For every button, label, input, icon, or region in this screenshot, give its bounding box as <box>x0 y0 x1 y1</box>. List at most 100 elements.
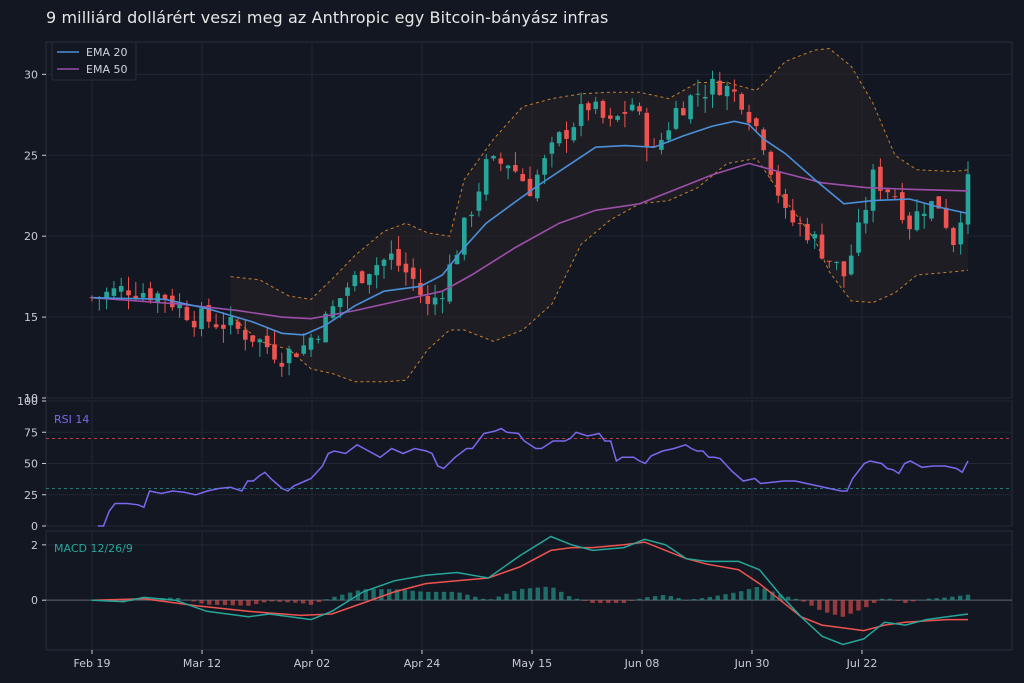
macd-histogram-bar <box>613 600 619 603</box>
x-tick-label: Apr 02 <box>294 657 331 670</box>
macd-histogram-bar <box>512 590 517 601</box>
macd-histogram-bar <box>809 600 814 606</box>
candle-body <box>447 264 452 302</box>
candle-body <box>739 94 744 110</box>
candle-body <box>900 192 905 220</box>
candle-body <box>856 222 861 253</box>
candle-body <box>666 130 671 140</box>
candle-body <box>191 320 197 328</box>
candle-body <box>556 132 562 144</box>
candle-body <box>264 335 270 348</box>
macd-histogram-bar <box>762 588 767 601</box>
bollinger-upper <box>230 47 969 300</box>
macd-histogram-bar <box>566 596 572 601</box>
candle-body <box>885 189 890 193</box>
macd-histogram-bar <box>191 600 196 602</box>
candle-body <box>819 234 825 259</box>
candle-body <box>549 142 555 154</box>
candle-body <box>352 274 358 287</box>
macd-histogram-bar <box>871 600 877 603</box>
candle-body <box>637 106 642 112</box>
y-tick-label: 100 <box>17 395 38 408</box>
macd-histogram-bar <box>707 596 713 601</box>
bollinger-band-fill <box>230 48 968 382</box>
macd-histogram-bar <box>168 597 173 601</box>
macd-histogram-bar <box>832 600 838 615</box>
candle-body <box>126 290 131 296</box>
candle-body <box>702 97 708 99</box>
x-tick-label: Feb 19 <box>74 657 111 670</box>
candle-body <box>221 324 226 329</box>
candle-body <box>629 104 635 111</box>
candle-body <box>797 223 803 225</box>
y-tick-label: 25 <box>24 489 38 502</box>
macd-histogram-bar <box>473 596 478 601</box>
macd-histogram-bar <box>785 596 791 601</box>
macd-histogram-bar <box>379 589 384 601</box>
macd-histogram-bar <box>629 600 634 601</box>
macd-histogram-bar <box>715 595 720 601</box>
candle-body <box>483 159 489 195</box>
candle-body <box>440 298 445 300</box>
candle-body <box>965 174 971 225</box>
macd-histogram-bar <box>778 594 783 601</box>
macd-histogram-bar <box>692 599 697 601</box>
macd-histogram-bar <box>363 589 368 601</box>
candle-body <box>257 339 263 343</box>
candle-body <box>513 165 518 172</box>
macd-histogram-bar <box>324 599 329 601</box>
macd-histogram-bar <box>918 599 924 601</box>
candle-body <box>754 118 759 127</box>
candle-body <box>148 288 153 301</box>
macd-histogram-bar <box>637 598 642 601</box>
candle-body <box>374 265 379 276</box>
candle-body <box>914 211 920 231</box>
candle-body <box>432 297 438 305</box>
y-tick-label: 0 <box>31 520 38 533</box>
candle-body <box>367 274 372 285</box>
macd-histogram-bar <box>574 598 580 601</box>
macd-histogram-bar <box>347 592 353 601</box>
macd-histogram-bar <box>879 598 885 601</box>
macd-histogram-bar <box>465 594 470 601</box>
y-tick-label: 50 <box>24 458 38 471</box>
candle-body <box>330 306 336 318</box>
candle-body <box>199 308 204 330</box>
macd-histogram-bar <box>371 589 376 601</box>
candle-body <box>235 321 241 329</box>
macd-histogram-bar <box>230 600 235 606</box>
candle-body <box>323 313 328 343</box>
macd-histogram-bar <box>175 597 181 601</box>
legend-label-ema20: EMA 20 <box>86 46 127 59</box>
macd-signal-line <box>91 541 968 632</box>
candle-body <box>469 214 474 217</box>
macd-histogram-bar <box>504 593 509 601</box>
macd-histogram-bar <box>449 591 454 601</box>
macd-histogram-bar <box>519 588 525 601</box>
macd-histogram-bar <box>895 600 900 601</box>
candle-body <box>243 329 248 340</box>
macd-histogram-bar <box>316 600 322 603</box>
macd-histogram-bar <box>817 600 822 610</box>
candle-body <box>724 85 730 97</box>
legend-label-ema50: EMA 50 <box>86 63 127 76</box>
macd-histogram-bar <box>606 600 611 603</box>
macd-histogram-bar <box>269 600 275 602</box>
y-tick-label: 2 <box>31 539 38 552</box>
candle-body <box>381 259 387 266</box>
candle-body <box>396 249 401 266</box>
macd-histogram-bar <box>801 600 806 602</box>
macd-histogram-bar <box>668 596 673 601</box>
macd-histogram-bar <box>950 596 955 601</box>
candle-body <box>586 103 591 111</box>
candle-body <box>805 223 810 241</box>
macd-histogram-bar <box>152 598 157 601</box>
macd-histogram-bar <box>590 600 595 603</box>
candle-body <box>863 209 869 224</box>
macd-histogram-bar <box>214 600 220 605</box>
candle-body <box>118 286 124 292</box>
candle-body <box>425 296 431 304</box>
macd-histogram-bar <box>527 588 533 601</box>
macd-histogram-bar <box>840 600 846 617</box>
candle-body <box>827 260 832 262</box>
